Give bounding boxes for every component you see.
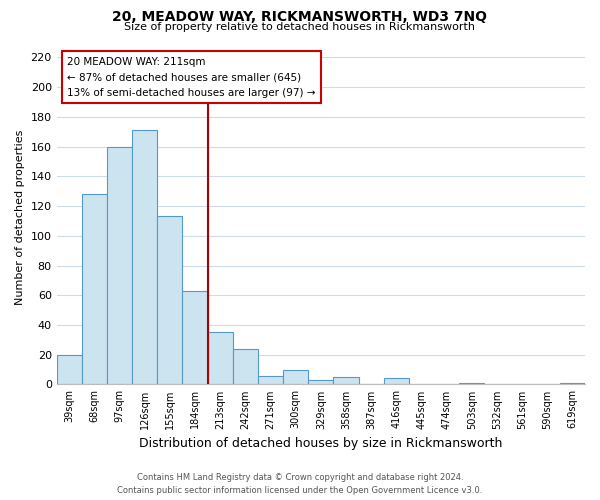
Bar [560, 383, 585, 384]
Bar [258, 376, 283, 384]
X-axis label: Distribution of detached houses by size in Rickmansworth: Distribution of detached houses by size … [139, 437, 503, 450]
Bar [334, 377, 359, 384]
Bar [208, 332, 233, 384]
Bar [107, 146, 132, 384]
Bar [233, 349, 258, 384]
Text: 20, MEADOW WAY, RICKMANSWORTH, WD3 7NQ: 20, MEADOW WAY, RICKMANSWORTH, WD3 7NQ [113, 10, 487, 24]
Bar [308, 380, 334, 384]
Bar [182, 291, 208, 384]
Bar [132, 130, 157, 384]
Bar [56, 354, 82, 384]
Bar [82, 194, 107, 384]
Text: 20 MEADOW WAY: 211sqm
← 87% of detached houses are smaller (645)
13% of semi-det: 20 MEADOW WAY: 211sqm ← 87% of detached … [67, 56, 316, 98]
Bar [384, 378, 409, 384]
Text: Contains HM Land Registry data © Crown copyright and database right 2024.
Contai: Contains HM Land Registry data © Crown c… [118, 474, 482, 495]
Bar [459, 383, 484, 384]
Y-axis label: Number of detached properties: Number of detached properties [15, 130, 25, 305]
Bar [283, 370, 308, 384]
Text: Size of property relative to detached houses in Rickmansworth: Size of property relative to detached ho… [125, 22, 476, 32]
Bar [157, 216, 182, 384]
